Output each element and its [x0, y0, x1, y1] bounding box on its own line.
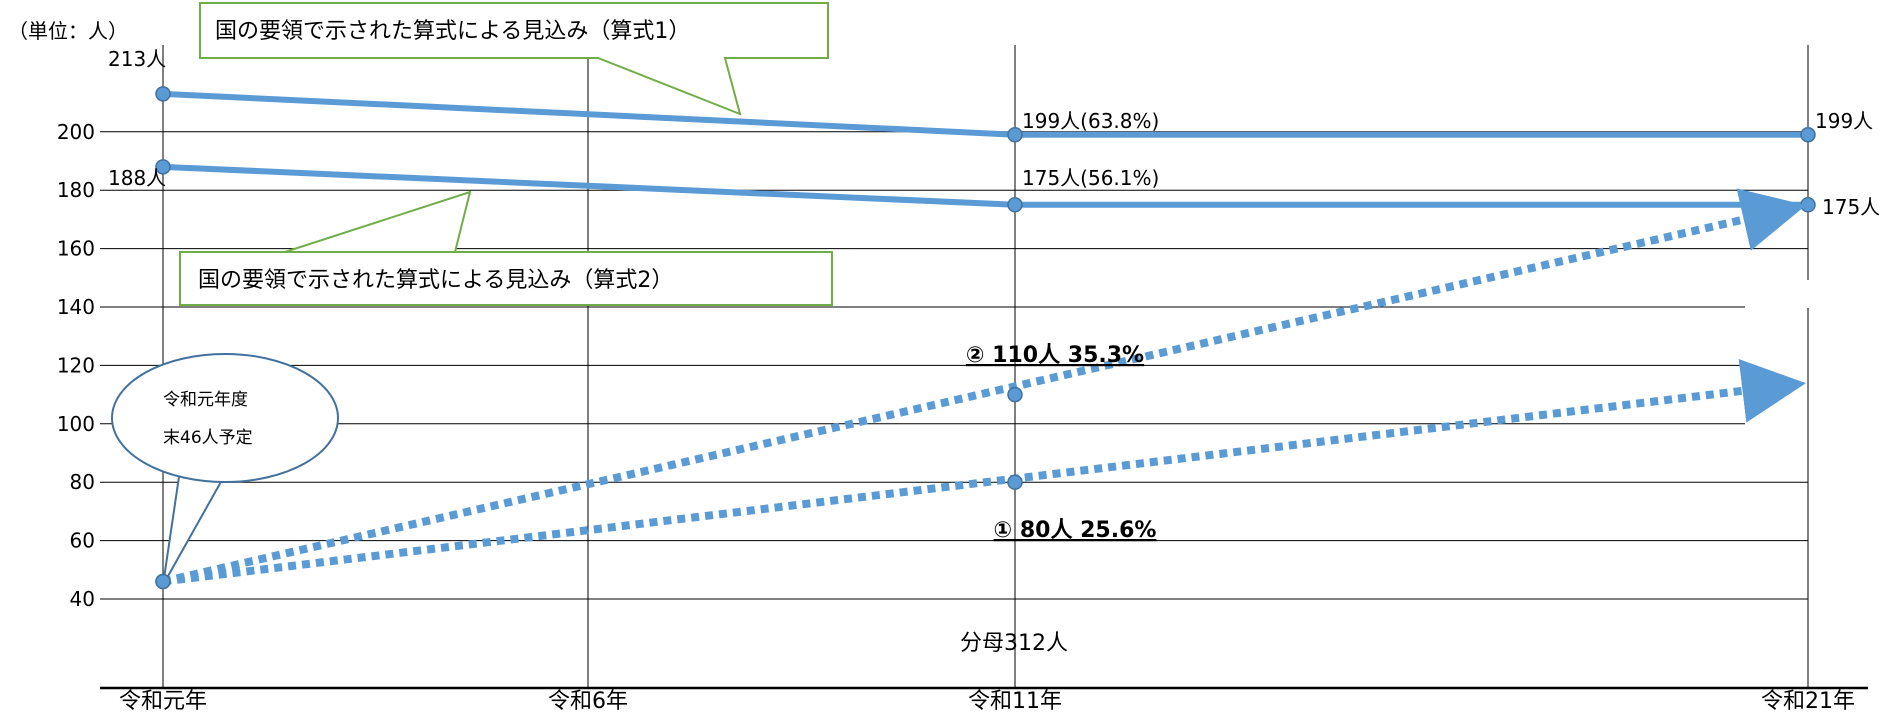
series-0-point-0 [155, 86, 171, 102]
xtick-3: 令和21年 [1761, 689, 1855, 714]
series-1-point-1 [1007, 197, 1023, 213]
series-1-label-2: 175人 [1822, 195, 1880, 219]
labels-layer: 213人 199人(63.8%) 199人 188人 175人(56.1%) 175人 ② … [108, 47, 1880, 543]
ytick-160: 160 [57, 237, 95, 261]
ytick-140: 140 [57, 295, 95, 319]
series-line-3 [162, 359, 1807, 586]
ytick-40: 40 [70, 587, 95, 611]
xtick-2: 令和11年 [968, 689, 1062, 714]
denominator-label: 分母312人 [960, 631, 1068, 656]
series-line-0 [162, 90, 1808, 138]
series-0-label-1: 199人(63.8%) [1022, 109, 1159, 133]
callout-1-box [199, 2, 829, 116]
callout-2-text: 国の要領で示された算式による見込み（算式2） [198, 268, 673, 293]
series-2-label-1: ② 110人 35.3% [966, 343, 1144, 368]
series-0-label-2: 199人 [1815, 109, 1873, 133]
series-0-point-1 [1007, 126, 1023, 143]
grid: 40 60 80 100 120 140 160 180 200 令和元年 令和6年 令和11年 令和2… [57, 45, 1868, 714]
series-1-point-2 [1800, 197, 1816, 213]
series-0-label-0: 213人 [108, 47, 166, 71]
bubble-line-1: 令和元年度 [163, 390, 248, 410]
ytick-200: 200 [57, 120, 95, 144]
bubble-oval [111, 353, 339, 483]
series-layer [155, 86, 1816, 590]
series-1-label-1: 175人(56.1%) [1022, 166, 1159, 190]
ytick-180: 180 [57, 178, 95, 202]
series-3-label-1: ① 80人 25.6% [994, 518, 1157, 543]
ytick-120: 120 [57, 353, 95, 377]
series-line-2 [162, 188, 1807, 586]
callout-1-text: 国の要領で示された算式による見込み（算式1） [215, 19, 690, 44]
unit-label: （単位：人） [8, 19, 128, 43]
series-0-point-2 [1800, 126, 1816, 143]
xtick-0: 令和元年 [119, 689, 207, 714]
series-2-point-1 [1007, 386, 1023, 403]
series-1-label-0: 188人 [108, 166, 166, 190]
xtick-1: 令和6年 [548, 689, 628, 714]
series-3-point-0 [155, 573, 171, 590]
series-line-1 [162, 163, 1808, 208]
ytick-80: 80 [70, 470, 95, 494]
callout-2-box [179, 190, 833, 306]
series-1-point-0 [155, 159, 171, 175]
bubble-tail [162, 469, 223, 586]
ytick-100: 100 [57, 412, 95, 436]
series-3-point-1 [1007, 474, 1023, 490]
callouts: 国の要領で示された算式による見込み（算式1） 国の要領で示された算式による見込み… [111, 2, 833, 586]
ytick-60: 60 [70, 529, 95, 553]
bubble-line-2: 末46人予定 [163, 428, 253, 448]
